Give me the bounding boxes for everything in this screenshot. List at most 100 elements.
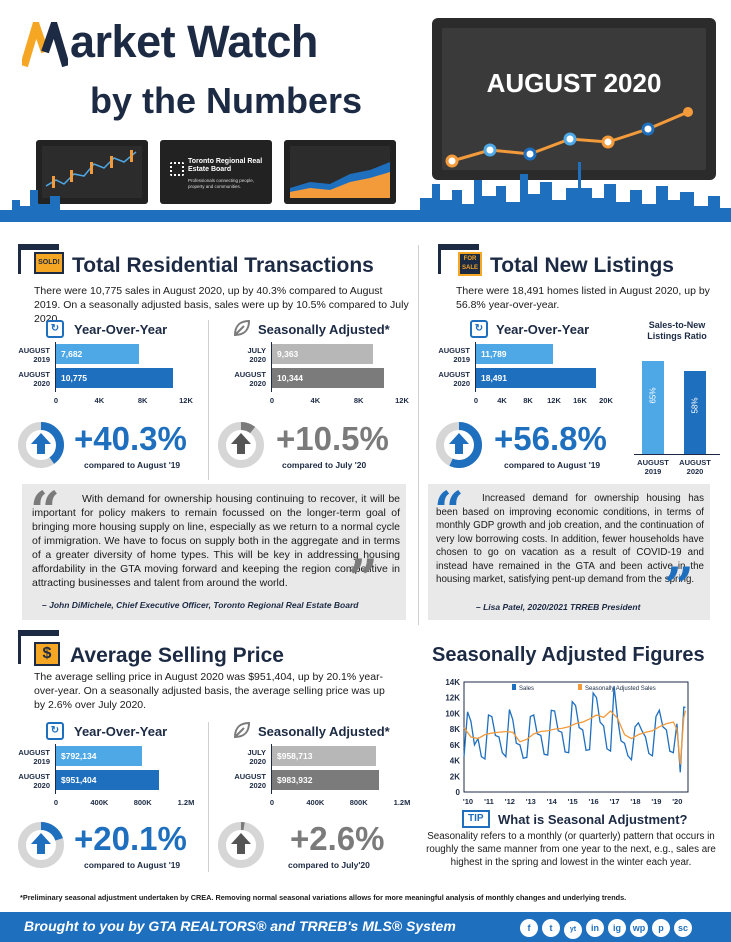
axis-tick-label: 1.2M [177, 798, 195, 807]
x-tick-label: '16 [589, 797, 599, 806]
month-monitor-screen: AUGUST 2020 [442, 28, 706, 170]
wordpress-icon[interactable]: wp [630, 919, 648, 937]
bar-axis-line [475, 342, 476, 392]
donut-fill [18, 422, 64, 468]
axis-tick-label: 20K [599, 396, 613, 405]
bar: 10,775 [56, 368, 173, 388]
header-title-line1: arket Watch [70, 16, 318, 67]
open-quote-icon: “ [434, 481, 464, 542]
monitor-stock-chart [36, 140, 148, 204]
y-tick-label: 0 [456, 788, 461, 797]
transactions-yoy-compare: compared to August '19 [84, 460, 181, 470]
linkedin-icon[interactable]: in [586, 919, 604, 937]
facebook-icon[interactable]: f [520, 919, 538, 937]
axis-tick-label: 1.2M [393, 798, 411, 807]
series-line-0 [463, 685, 686, 773]
price-yoy-compare: compared to August '19 [84, 860, 181, 870]
bar-category-label: AUGUST 2020 [438, 370, 470, 388]
sold-sign-icon [18, 244, 21, 274]
axis-tick-label: 400K [90, 798, 109, 807]
bar-category-label: JULY 2020 [247, 346, 266, 364]
for-sale-sign [441, 244, 479, 250]
y-tick-label: 6K [450, 741, 460, 750]
bar: 7,682 [56, 344, 140, 364]
sold-sign-board: SOLD! [34, 252, 64, 274]
transactions-divider [208, 320, 209, 480]
bar-axis-line [55, 342, 56, 392]
price-yoy-icon: ↻ [46, 722, 64, 740]
donut-fill [436, 422, 482, 468]
bar-category-label: AUGUST 2019 [18, 748, 50, 766]
instagram-icon[interactable]: ig [608, 919, 626, 937]
trreb-logo-icon [170, 162, 184, 176]
x-tick-label: '10 [463, 797, 473, 806]
month-monitor: AUGUST 2020 [432, 18, 716, 180]
trreb-tagline: Professionals connecting people, propert… [188, 178, 255, 189]
saf-section: Seasonally Adjusted Figures 0 2K 4K 6K 8K 10K… [420, 630, 731, 880]
axis-tick-label: 0 [53, 396, 59, 405]
social-icons: f t yt in ig wp p sc [516, 918, 692, 939]
transactions-title: Total Residential Transactions [72, 254, 374, 277]
transactions-yoy-donut [18, 422, 64, 468]
close-quote-icon: ” [348, 549, 378, 610]
price-section: $ Average Selling Price The average sell… [0, 630, 420, 880]
sold-sign [21, 244, 59, 250]
axis-tick-label: 800K [349, 798, 368, 807]
for-sale-sign-board: FOR SALE [458, 252, 482, 276]
pinterest-icon[interactable]: p [652, 919, 670, 937]
bar-category-label: AUGUST 2019 [18, 346, 50, 364]
price-sa-compare: compared to July'20 [288, 860, 370, 870]
ratio-bar-value: 65% [648, 387, 658, 404]
up-arrow-icon [231, 433, 251, 454]
x-tick-label: '12 [505, 797, 515, 806]
listings-yoy-pct: +56.8% [494, 420, 607, 457]
listings-yoy-compare: compared to August '19 [504, 460, 601, 470]
saf-answer: Seasonality refers to a monthly (or quar… [426, 831, 716, 868]
quote-dimichele-attribution: – John DiMichele, Chief Executive Office… [42, 600, 359, 610]
y-tick-label: 8K [450, 725, 460, 734]
axis-tick-label: 12K [395, 396, 409, 405]
price-sa-chart: JULY 2020 $958,713 AUGUST 2020 $983,932 0 400K 8… [216, 744, 416, 807]
axis-tick-label: 800K [133, 798, 152, 807]
axis-tick-label: 0 [269, 396, 275, 405]
donut-fill [218, 822, 264, 868]
ratio-title: Sales-to-New Listings Ratio [647, 320, 707, 341]
price-body: The average selling price in August 2020… [34, 671, 385, 711]
transactions-sa-title: Seasonally Adjusted* [258, 322, 390, 337]
bar-category-label: AUGUST 2020 [234, 772, 266, 790]
twitter-icon[interactable]: t [542, 919, 560, 937]
bar-axis-line [271, 342, 272, 392]
axis-tick-label: 8K [353, 396, 364, 405]
price-sa-donut [218, 822, 264, 868]
ratio-bar-value: 58% [690, 397, 700, 414]
youtube-icon[interactable]: yt [564, 921, 582, 939]
axis-tick-label: 0 [269, 798, 275, 807]
ratio-bar-label: AUGUST 2019 [637, 458, 669, 476]
axis-tick-label: 16K [573, 396, 587, 405]
axis-tick-label: 4K [310, 396, 321, 405]
series-line-1 [463, 710, 687, 765]
listings-yoy-title: Year-Over-Year [496, 322, 590, 337]
listings-yoy-donut [436, 422, 482, 468]
transactions-yoy-chart: AUGUST 2019 7,682 AUGUST 2020 10,775 0 4K 8K 12K [0, 342, 200, 405]
x-tick-label: '17 [609, 797, 619, 806]
tip-badge: TIP [462, 810, 490, 828]
toronto-skyline-icon [0, 162, 731, 222]
price-sign [21, 630, 59, 636]
column-divider-top [418, 245, 419, 625]
axis-tick-label: 4K [94, 396, 105, 405]
ratio-baseline [634, 454, 720, 455]
price-yoy-chart: AUGUST 2019 $792,134 AUGUST 2020 $951,404 0 400… [0, 744, 200, 807]
transactions-yoy-title: Year-Over-Year [74, 322, 168, 337]
up-arrow-icon [31, 433, 51, 454]
soundcloud-icon[interactable]: sc [674, 919, 692, 937]
header-title-line2: by the Numbers [90, 80, 363, 121]
listings-body: There were 18,491 homes listed in August… [456, 285, 710, 311]
transactions-sa-donut [218, 422, 264, 468]
legend-label: Seasonally Adjusted Sales [585, 686, 656, 692]
x-tick-label: '20 [672, 797, 682, 806]
up-arrow-icon [31, 833, 51, 854]
price-yoy-donut [18, 822, 64, 868]
bar: $958,713 [272, 746, 376, 766]
month-label: AUGUST 2020 [486, 68, 662, 98]
